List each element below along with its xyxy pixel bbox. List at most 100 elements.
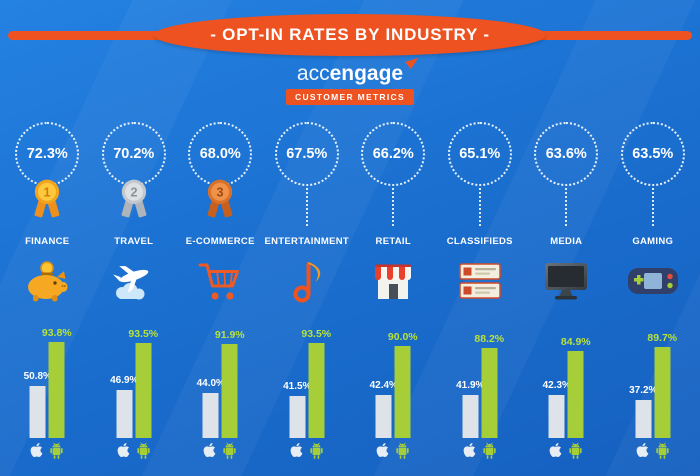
rate-zone: 65.1% (447, 122, 512, 230)
gold-medal-icon: 1 (34, 179, 60, 218)
ios-rate-label: 41.5% (283, 380, 312, 392)
optin-rate-value: 66.2% (372, 146, 414, 162)
industry-label: E-COMMERCE (185, 235, 255, 247)
page-title: - OPT-IN RATES BY INDUSTRY - (210, 25, 490, 44)
android-bar: 84.9% (561, 336, 591, 438)
android-rate-label: 93.8% (41, 327, 72, 340)
optin-bars: 37.2% 89.7% (610, 310, 697, 438)
game-console-icon (627, 268, 678, 294)
ios-rate-label: 42.3% (542, 379, 571, 391)
platform-icons (117, 438, 151, 472)
ios-bar: 42.3% (543, 380, 571, 438)
android-bar: 93.5% (128, 328, 158, 438)
banner-pill: - OPT-IN RATES BY INDUSTRY - (154, 14, 546, 56)
industry-label: FINANCE (25, 235, 70, 247)
android-bar: 91.9% (215, 329, 245, 438)
optin-rate-value: 72.3% (26, 146, 68, 162)
optin-bars: 41.9% 88.2% (437, 310, 524, 438)
optin-rate-circle: 63.5% (620, 122, 685, 186)
classified-ads-icon (459, 263, 501, 299)
monitor-icon (545, 263, 588, 300)
platform-icons (30, 438, 64, 472)
optin-rate-circle: 63.6% (534, 122, 599, 186)
medal-rank: 3 (217, 185, 224, 199)
apple-icon (117, 443, 130, 457)
ios-bar: 50.8% (24, 371, 52, 438)
industry-label: TRAVEL (114, 235, 154, 247)
apple-icon (463, 443, 476, 457)
android-icon (483, 442, 496, 459)
storefront-icon (375, 264, 412, 299)
optin-rate-value: 63.5% (632, 146, 674, 162)
android-rate-label: 90.0% (387, 331, 418, 344)
ios-bar: 41.5% (283, 381, 311, 438)
ios-bar: 44.0% (197, 378, 225, 438)
android-bar: 88.2% (474, 333, 504, 438)
industry-icon-zone (627, 252, 679, 310)
android-rate-label: 91.9% (214, 329, 245, 342)
industry-columns: 72.3% 1 FINANCE (0, 122, 700, 472)
platform-icons (463, 438, 497, 472)
apple-icon (290, 443, 303, 457)
android-icon (223, 442, 236, 459)
industry-column-gaming: 63.5% GAMING 37.2% (610, 122, 697, 472)
apple-icon (549, 443, 562, 457)
industry-label: RETAIL (375, 235, 411, 247)
android-rate-label: 93.5% (128, 327, 159, 340)
industry-column-retail: 66.2% RETAIL (350, 122, 437, 472)
optin-rate-circle: 67.5% (274, 122, 339, 186)
optin-bars: 42.4% 90.0% (350, 310, 437, 438)
apple-icon (636, 443, 649, 457)
ios-bar: 41.9% (456, 380, 484, 438)
android-rate-label: 93.5% (301, 327, 332, 340)
dotted-string (478, 188, 481, 226)
optin-rate-value: 63.6% (545, 146, 587, 162)
ios-rate-label: 37.2% (629, 385, 658, 397)
optin-rate-value: 70.2% (113, 146, 155, 162)
android-bar: 93.5% (301, 328, 331, 438)
rate-zone: 63.5% (620, 122, 685, 230)
industry-icon-zone (23, 252, 71, 310)
ios-bar: 42.4% (370, 380, 398, 438)
industry-icon-zone (108, 252, 160, 310)
ios-rate-label: 46.9% (110, 375, 139, 387)
optin-rate-value: 65.1% (459, 146, 501, 162)
android-icon (569, 442, 582, 459)
airplane-icon (112, 266, 149, 300)
dotted-string (305, 188, 308, 226)
dotted-string (392, 188, 395, 226)
medal-rank: 1 (44, 185, 51, 199)
industry-label: CLASSIFIEDS (446, 235, 513, 247)
android-icon (396, 442, 409, 459)
optin-rate-circle: 65.1% (447, 122, 512, 186)
ios-bar: 46.9% (110, 375, 138, 438)
apple-icon (203, 443, 216, 457)
dotted-string (651, 188, 654, 226)
brand-light-text: acc (296, 62, 330, 85)
android-bar: 89.7% (647, 332, 677, 438)
android-rate-label: 89.7% (647, 331, 678, 344)
piggy-bank-icon (28, 261, 68, 302)
brand-subtitle-badge: CUSTOMER METRICS (286, 89, 414, 105)
brand-bold-text: engage (329, 62, 404, 85)
android-rate-label: 88.2% (474, 333, 505, 346)
ios-rate-label: 44.0% (196, 378, 225, 390)
industry-label: ENTERTAINMENT (264, 235, 349, 247)
industry-label: GAMING (632, 235, 674, 247)
industry-column-media: 63.6% MEDIA (523, 122, 610, 472)
ios-rate-label: 50.8% (23, 371, 52, 383)
ios-rate-label: 41.9% (456, 380, 485, 392)
industry-column-finance: 72.3% 1 FINANCE (4, 122, 91, 472)
android-icon (310, 442, 323, 459)
silver-medal-icon: 2 (121, 179, 147, 218)
industry-icon-zone (289, 252, 325, 310)
industry-column-entertainment: 67.5% ENTERTAINMENT 41.5% 93.5% (264, 122, 351, 472)
android-bar: 93.8% (42, 327, 72, 438)
optin-bars: 42.3% 84.9% (523, 310, 610, 438)
industry-column-travel: 70.2% 2 TRAVEL (91, 122, 178, 472)
brand-wordmark: accengage (296, 58, 419, 86)
bronze-medal-icon: 3 (207, 179, 233, 218)
android-icon (50, 442, 63, 459)
rate-zone: 72.3% 1 (15, 122, 80, 230)
android-bar: 90.0% (388, 331, 418, 438)
